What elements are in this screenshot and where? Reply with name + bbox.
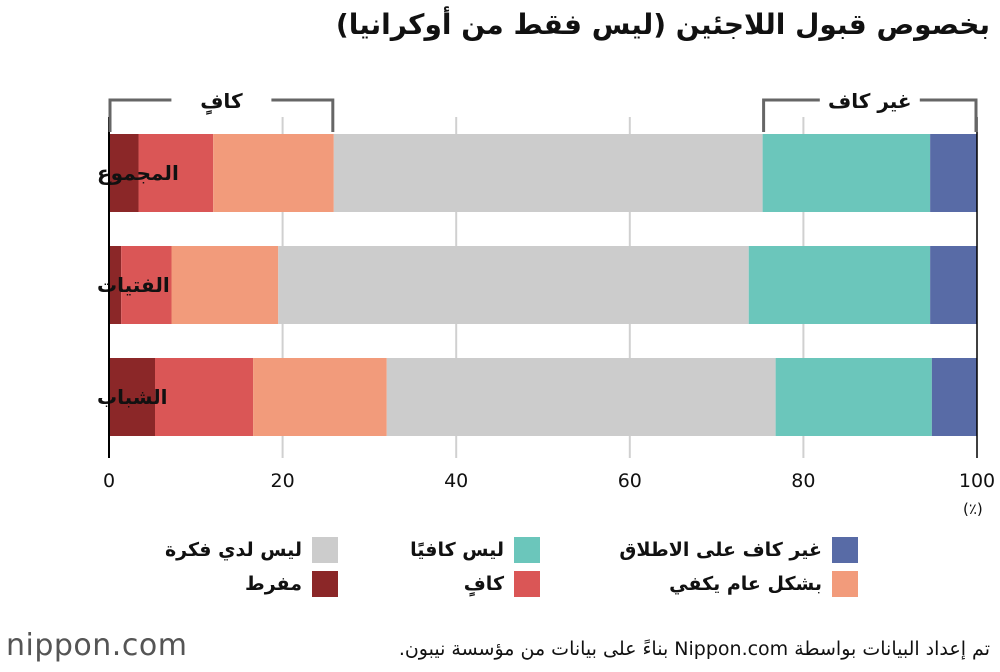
legend-item-not-enough: ليس كافيًا	[410, 537, 540, 563]
x-tick-label: 80	[791, 470, 815, 492]
legend-item-enough: كافٍ	[464, 571, 540, 597]
bracket	[762, 98, 978, 132]
nippon-logo: nippon.com	[6, 628, 187, 663]
legend-label: كافٍ	[463, 573, 504, 595]
bar-segment	[121, 246, 172, 324]
bar-segment	[109, 358, 156, 436]
bar-segment	[386, 358, 776, 436]
unit-label: (٪)	[963, 500, 983, 518]
bar-segment	[155, 358, 254, 436]
bar-segment	[138, 134, 214, 212]
x-tick-label: 60	[618, 470, 642, 492]
legend-swatch	[514, 537, 540, 563]
legend-swatch	[832, 571, 858, 597]
bar-segment	[109, 134, 139, 212]
category-label: الشباب	[97, 385, 168, 409]
bracket-label: كافٍ	[200, 89, 243, 115]
category-label: الفتيات	[97, 273, 170, 297]
legend-label: بشكل عام يكفي	[669, 573, 822, 595]
bar-segment	[171, 246, 279, 324]
legend-swatch	[514, 571, 540, 597]
bar-segment	[278, 246, 749, 324]
legend-item-no-idea: ليس لدي فكرة	[165, 537, 338, 563]
bar-segment	[775, 358, 932, 436]
logo-text: nippon.com	[6, 628, 188, 663]
bar-segment	[213, 134, 334, 212]
x-tick-label: 20	[271, 470, 295, 492]
bar-segment	[748, 246, 931, 324]
bar-segment	[109, 246, 122, 324]
bar-segment	[931, 358, 977, 436]
bar-segment	[762, 134, 931, 212]
bar-segment	[930, 246, 977, 324]
legend-item-not-at-all: غير كاف على الاطلاق	[619, 537, 858, 563]
legend-label: ليس لدي فكرة	[164, 539, 302, 561]
legend-swatch	[312, 571, 338, 597]
bar-segment	[253, 358, 387, 436]
chart-title: بخصوص قبول اللاجئين (ليس فقط من أوكرانيا…	[335, 8, 990, 41]
bar-segment	[333, 134, 763, 212]
x-tick-label: 0	[103, 470, 115, 492]
bracket	[108, 98, 335, 132]
legend-label: غير كاف على الاطلاق	[619, 539, 822, 561]
x-tick-label: 40	[444, 470, 468, 492]
legend-swatch	[832, 537, 858, 563]
category-label: المجموع	[97, 161, 179, 185]
legend-label: ليس كافيًا	[410, 539, 504, 561]
bar-segment	[930, 134, 977, 212]
legend-item-excessive: مفرط	[245, 571, 338, 597]
legend-item-generally-enough: بشكل عام يكفي	[669, 571, 858, 597]
legend-label: مفرط	[245, 573, 302, 595]
legend-swatch	[312, 537, 338, 563]
x-tick-label: 100	[959, 470, 995, 492]
source-note: تم إعداد البيانات بواسطة Nippon.com بناء…	[398, 638, 990, 660]
bracket-label: غير كاف	[828, 89, 912, 113]
